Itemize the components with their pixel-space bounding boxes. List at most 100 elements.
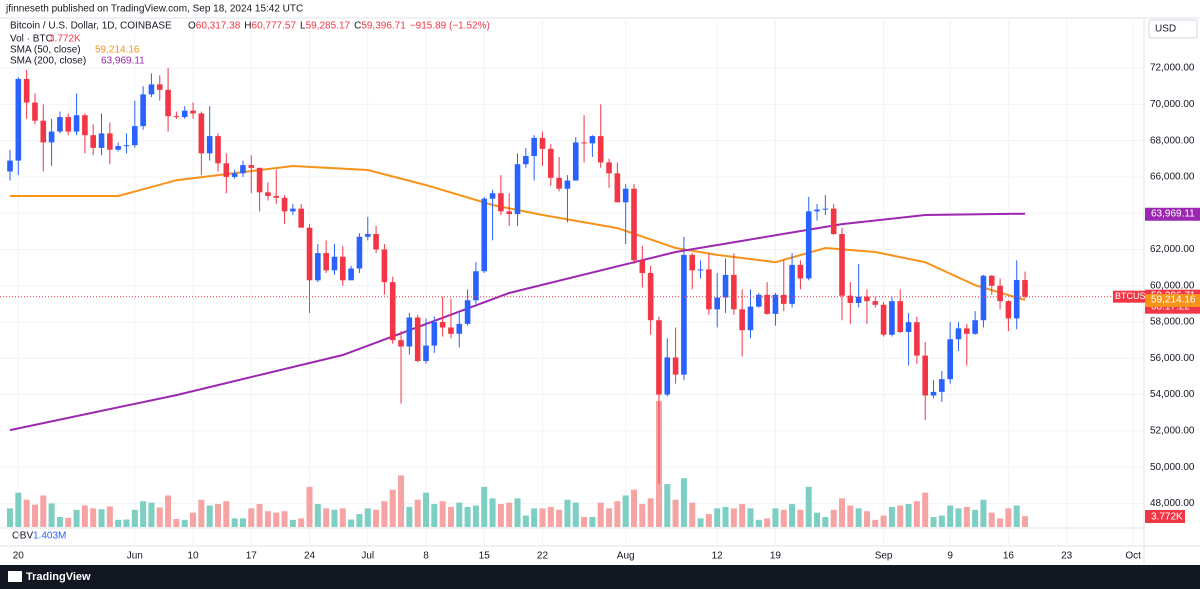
volume-bar — [572, 502, 579, 527]
candle-body — [256, 167, 263, 193]
legend-h: 60,777.57 — [252, 21, 297, 32]
candle-body — [572, 142, 579, 181]
volume-bar — [56, 516, 63, 527]
volume-bar — [606, 508, 613, 527]
candle-body — [464, 300, 471, 324]
volume-bar — [23, 499, 30, 527]
legend-symbol: Bitcoin / U.S. Dollar, 1D, COINBASE — [10, 21, 172, 32]
candle-body — [364, 234, 371, 237]
candle-body — [739, 309, 745, 331]
candle-body — [922, 355, 928, 396]
x-tick-label: 12 — [712, 551, 724, 562]
volume-bar — [705, 514, 712, 527]
candle-body — [290, 208, 296, 212]
volume-bar — [872, 519, 879, 527]
candle-body — [681, 254, 687, 375]
candle-body — [1022, 279, 1028, 297]
volume-bar — [264, 511, 271, 527]
candle-body — [797, 264, 804, 279]
candle-body — [356, 236, 363, 269]
volume-bar — [597, 502, 604, 527]
volume-bar — [190, 512, 197, 527]
candle-body — [988, 275, 995, 286]
publisher-line: jfinneseth published on TradingView.com,… — [5, 4, 303, 15]
currency-button[interactable] — [1148, 19, 1198, 39]
volume-bar — [938, 515, 945, 527]
volume-bar — [481, 486, 488, 527]
footer-logo — [8, 571, 22, 582]
candle-body — [15, 78, 22, 161]
vol-tag: 3.772K — [1151, 512, 1183, 523]
volume-bar — [414, 499, 421, 527]
volume-bar — [497, 504, 504, 527]
volume-bar — [123, 519, 130, 527]
candle-body — [107, 133, 113, 150]
volume-bar — [256, 504, 263, 527]
volume-bar — [922, 492, 929, 527]
candle-body — [805, 211, 812, 279]
candle-body — [448, 327, 454, 334]
volume-bar — [930, 516, 937, 527]
candle-body — [714, 297, 720, 310]
candle-body — [697, 269, 704, 271]
x-tick-label: Jun — [127, 551, 143, 562]
candle-body — [173, 116, 180, 118]
legend-h-key: H — [244, 21, 251, 32]
candle-body — [722, 274, 729, 298]
volume-bar — [863, 511, 870, 527]
volume-bar — [764, 518, 771, 527]
candle-body — [506, 211, 512, 215]
volume-bar — [306, 486, 313, 527]
candle-body — [348, 268, 354, 281]
volume-bar — [814, 512, 821, 527]
y-tick-label: 66,000.00 — [1150, 172, 1195, 183]
candle-body — [514, 164, 521, 215]
candle-body — [98, 133, 105, 148]
volume-bar — [48, 503, 55, 527]
candle-body — [48, 131, 55, 143]
candle-body — [265, 192, 271, 196]
volume-bar — [614, 501, 621, 527]
candle-body — [964, 328, 970, 334]
candle-body — [65, 117, 72, 132]
legend-o-key: O — [188, 21, 196, 32]
candle-body — [814, 209, 820, 212]
volume-bar — [855, 508, 862, 527]
obv-name: OBV — [12, 531, 33, 542]
candle-body — [622, 188, 629, 203]
sma-line — [9, 212, 1026, 432]
obv-value: 1.403M — [33, 531, 66, 542]
volume-bar — [198, 499, 205, 527]
candle-body — [181, 110, 188, 118]
x-tick-label: Sep — [875, 551, 893, 562]
volume-bar — [231, 518, 238, 527]
y-tick-label: 52,000.00 — [1150, 426, 1195, 437]
candle-body — [830, 208, 837, 235]
candle-body — [556, 177, 562, 189]
volume-bar — [547, 506, 554, 527]
volume-bar — [531, 508, 538, 527]
footer-brand: TradingView — [26, 571, 91, 583]
currency[interactable]: USD — [1155, 24, 1176, 35]
candle-body — [90, 135, 96, 148]
candle-body — [73, 115, 80, 132]
x-tick-label: 8 — [423, 551, 429, 562]
candle-body — [323, 253, 329, 271]
volume-bar — [98, 509, 105, 527]
candle-body — [930, 391, 937, 396]
volume-bar — [647, 498, 654, 527]
volume-bar — [115, 519, 122, 527]
candle-body — [756, 294, 762, 307]
volume-bar — [722, 506, 729, 527]
candle-body — [1013, 279, 1020, 319]
y-tick-label: 68,000.00 — [1150, 135, 1195, 146]
candle-body — [764, 294, 770, 314]
volume-bar — [106, 506, 113, 527]
volume-bar — [31, 504, 38, 527]
volume-bar — [40, 495, 47, 527]
candle-body — [864, 296, 870, 302]
volume-bar — [81, 505, 88, 527]
candle-body — [340, 256, 346, 281]
candle-body — [564, 180, 571, 189]
